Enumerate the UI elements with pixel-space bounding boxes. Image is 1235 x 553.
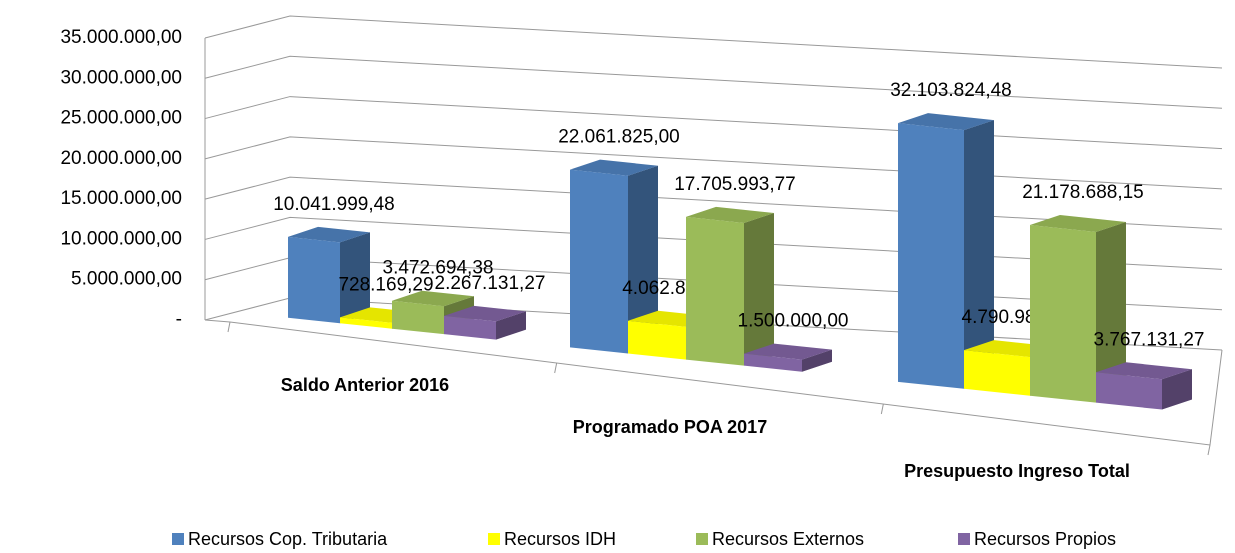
bar-top-shade bbox=[288, 226, 370, 243]
bar bbox=[686, 216, 744, 366]
value-label: 728.169,29 bbox=[338, 274, 433, 295]
value-label: 1.500.000,00 bbox=[738, 311, 849, 332]
bar bbox=[392, 300, 444, 335]
bar bbox=[1030, 225, 1096, 403]
bar-top bbox=[1030, 215, 1126, 232]
bar-top bbox=[392, 290, 474, 307]
bar bbox=[964, 350, 1030, 396]
value-label: 22.061.825,00 bbox=[558, 127, 680, 148]
y-tick-label: 20.000.000,00 bbox=[60, 148, 182, 169]
bar-side bbox=[802, 349, 832, 372]
value-label: 21.178.688,15 bbox=[1022, 182, 1144, 203]
floor-tick bbox=[880, 403, 884, 415]
bar-top bbox=[898, 113, 994, 131]
bar-side bbox=[496, 311, 526, 340]
legend-swatch bbox=[958, 533, 970, 545]
bar bbox=[628, 320, 686, 360]
bar-top-shade bbox=[1030, 215, 1126, 232]
bar bbox=[898, 123, 964, 389]
y-tick-label: 30.000.000,00 bbox=[60, 67, 182, 88]
bar-side-shade bbox=[1162, 369, 1192, 410]
bar bbox=[288, 236, 340, 324]
bar-side-shade bbox=[496, 311, 526, 340]
y-tick-label: 25.000.000,00 bbox=[60, 108, 182, 129]
bar-side bbox=[340, 232, 370, 324]
grid-line bbox=[204, 15, 1223, 69]
y-tick-label: - bbox=[176, 309, 182, 330]
floor-tick bbox=[554, 362, 558, 374]
y-tick-label: 10.000.000,00 bbox=[60, 228, 182, 249]
y-tick-label: 35.000.000,00 bbox=[60, 27, 182, 48]
value-label: 2.267.131,27 bbox=[435, 273, 546, 294]
bar bbox=[570, 169, 628, 354]
bar-top-shade bbox=[570, 159, 658, 176]
bar-side bbox=[1162, 369, 1192, 410]
bar-top-shade bbox=[444, 305, 526, 322]
bar-top-shade bbox=[898, 113, 994, 131]
legend-swatch bbox=[696, 533, 708, 545]
bar-side-shade bbox=[744, 213, 774, 366]
floor-tick bbox=[227, 321, 231, 333]
bar bbox=[1096, 372, 1162, 410]
bar-side bbox=[744, 213, 774, 366]
bar-top-shade bbox=[686, 206, 774, 224]
value-label: 32.103.824,48 bbox=[890, 80, 1012, 101]
bar-side bbox=[628, 165, 658, 354]
bar-top bbox=[288, 226, 370, 243]
legend-label: Recursos IDH bbox=[504, 529, 616, 549]
value-label: 17.705.993,77 bbox=[674, 174, 796, 195]
bar-side bbox=[1096, 221, 1126, 403]
x-tick-label: Saldo Anterior 2016 bbox=[281, 375, 449, 395]
bar-top bbox=[686, 206, 774, 224]
floor-tick bbox=[1207, 444, 1211, 456]
bar-top bbox=[444, 305, 526, 322]
bar bbox=[444, 315, 496, 340]
bar-side bbox=[964, 120, 994, 389]
y-tick-label: 15.000.000,00 bbox=[60, 188, 182, 209]
floor-left bbox=[204, 319, 231, 323]
legend-label: Recursos Externos bbox=[712, 529, 864, 549]
bar-side-shade bbox=[340, 232, 370, 324]
bar-top-shade bbox=[1096, 362, 1192, 380]
value-label: 10.041.999,48 bbox=[273, 194, 395, 215]
bar-top-shade bbox=[744, 343, 832, 360]
legend-label: Recursos Propios bbox=[974, 529, 1116, 549]
legend-swatch bbox=[172, 533, 184, 545]
bar-top bbox=[744, 343, 832, 360]
legend-swatch bbox=[488, 533, 500, 545]
bar-side-shade bbox=[802, 349, 832, 372]
x-tick-label: Presupuesto Ingreso Total bbox=[904, 461, 1130, 481]
bar-side-shade bbox=[1096, 221, 1126, 403]
y-tick-label: 5.000.000,00 bbox=[71, 269, 182, 290]
grid-line bbox=[204, 55, 1223, 109]
bar-side-shade bbox=[964, 120, 994, 389]
value-label: 3.472.694,38 bbox=[383, 258, 494, 279]
legend-label: Recursos Cop. Tributaria bbox=[188, 529, 388, 549]
bar-top-shade bbox=[392, 290, 474, 307]
bar-top bbox=[1096, 362, 1192, 380]
value-label: 3.767.131,27 bbox=[1094, 329, 1205, 350]
bar-top bbox=[570, 159, 658, 176]
bar bbox=[340, 317, 392, 329]
bar bbox=[744, 353, 802, 372]
x-tick-label: Programado POA 2017 bbox=[573, 417, 767, 437]
bar-side-shade bbox=[628, 165, 658, 354]
